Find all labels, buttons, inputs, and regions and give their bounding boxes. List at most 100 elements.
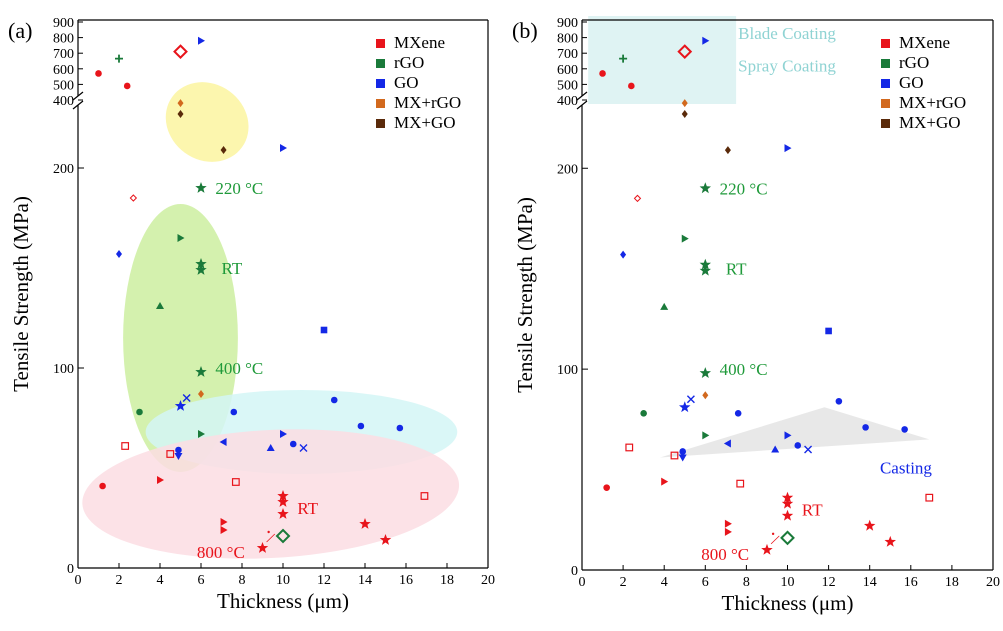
- data-point: [724, 146, 731, 155]
- data-point: [681, 234, 689, 243]
- data-point: [220, 526, 228, 534]
- data-point: [699, 367, 711, 378]
- data-point: [277, 490, 289, 501]
- data-point: [277, 508, 289, 519]
- x-tick-label: 20: [481, 573, 495, 588]
- x-axis-label: Thickness (μm): [217, 589, 349, 613]
- y-tick-label: 200: [53, 162, 74, 177]
- y-tick-label: 500: [557, 78, 578, 93]
- legend-label: GO: [394, 73, 419, 92]
- annotation-label: Spray Coating: [738, 57, 836, 76]
- data-point: [231, 478, 240, 486]
- legend-swatch: [881, 119, 890, 128]
- data-point: [157, 476, 164, 484]
- y-tick-label: 0: [67, 562, 74, 577]
- data-point: [177, 234, 185, 242]
- legend-swatch: [881, 79, 890, 88]
- data-point: [677, 44, 693, 60]
- data-point: [781, 497, 794, 509]
- data-point: [280, 430, 287, 438]
- data-point: [804, 445, 813, 454]
- data-point: [99, 482, 106, 490]
- legend-swatch: [376, 39, 385, 48]
- y-tick-label: 800: [557, 32, 578, 47]
- x-tick-label: 18: [440, 573, 454, 588]
- y-tick-label: 600: [557, 63, 578, 78]
- x-tick-label: 14: [358, 573, 372, 588]
- annotation-label: 220 °C: [215, 179, 263, 198]
- annotation-label: Blade Coating: [738, 24, 836, 43]
- x-tick-label: 0: [579, 575, 586, 590]
- data-point: [661, 477, 669, 486]
- data-point: [628, 82, 635, 90]
- panel-label: (b): [512, 18, 538, 43]
- legend-swatch: [376, 59, 385, 68]
- data-point: [174, 453, 183, 460]
- data-point: [723, 439, 731, 448]
- axis-break-mark: [576, 91, 588, 101]
- data-point: [699, 258, 711, 270]
- data-point: [603, 484, 610, 491]
- data-point: [359, 518, 371, 529]
- data-point: [625, 443, 634, 452]
- data-point: [280, 144, 287, 152]
- y-tick-label: 100: [557, 363, 578, 378]
- data-point: [784, 144, 792, 153]
- data-point: [123, 82, 131, 90]
- data-point: [115, 54, 123, 63]
- x-tick-label: 16: [399, 573, 413, 588]
- data-point: [357, 422, 365, 430]
- y-tick-label: 400: [557, 94, 578, 109]
- data-point: [396, 424, 404, 432]
- data-point: [166, 450, 175, 458]
- y-tick-label: 200: [557, 162, 578, 177]
- data-point: [724, 527, 732, 536]
- coating-region: [588, 16, 737, 104]
- x-tick-label: 4: [661, 575, 668, 590]
- data-point: [660, 302, 669, 310]
- y-axis-label: Tensile Strength (MPa): [9, 196, 33, 392]
- data-point: [198, 36, 205, 45]
- data-point: [275, 528, 291, 544]
- panel-b: 0 2 4 6 8 10 12 14 16 18 2001002004005006007008009…: [512, 16, 1000, 615]
- data-point: [781, 491, 794, 503]
- annotation-label: 400 °C: [215, 359, 263, 378]
- data-point: [835, 397, 843, 405]
- annotation-label: 800 °C: [701, 545, 749, 564]
- annotation-label: Casting: [880, 459, 932, 478]
- y-tick-label: 500: [53, 78, 74, 93]
- annotation-label: 800 °C: [197, 543, 245, 562]
- data-point: [277, 496, 289, 507]
- data-point: [195, 182, 207, 193]
- x-tick-label: 10: [781, 575, 795, 590]
- x-tick-label: 18: [945, 575, 959, 590]
- data-point: [174, 400, 187, 411]
- data-point: [182, 394, 191, 402]
- x-tick-label: 0: [75, 573, 82, 588]
- data-point: [734, 410, 742, 417]
- annotation-label: RT: [726, 260, 747, 279]
- x-tick-label: 14: [863, 575, 877, 590]
- data-point: [736, 479, 745, 488]
- data-point: [195, 366, 207, 377]
- data-point: [780, 530, 795, 546]
- annotation-label: RT: [297, 499, 318, 518]
- data-point: [781, 509, 794, 521]
- data-point: [884, 535, 896, 547]
- x-tick-label: 2: [116, 573, 123, 588]
- data-point: [177, 99, 184, 108]
- data-point: [771, 445, 780, 453]
- data-point: [156, 302, 164, 309]
- yellow-region: [165, 82, 249, 162]
- legend-swatch: [376, 119, 385, 128]
- data-point: [699, 182, 711, 194]
- x-tick-label: 6: [198, 573, 205, 588]
- x-tick-label: 20: [986, 575, 1000, 590]
- data-point: [686, 395, 695, 404]
- legend-swatch: [881, 39, 890, 48]
- casting-region: [660, 407, 930, 458]
- data-point: [175, 446, 182, 454]
- x-tick-label: 8: [743, 575, 750, 590]
- data-point: [289, 440, 297, 448]
- y-tick-label: 700: [53, 47, 74, 62]
